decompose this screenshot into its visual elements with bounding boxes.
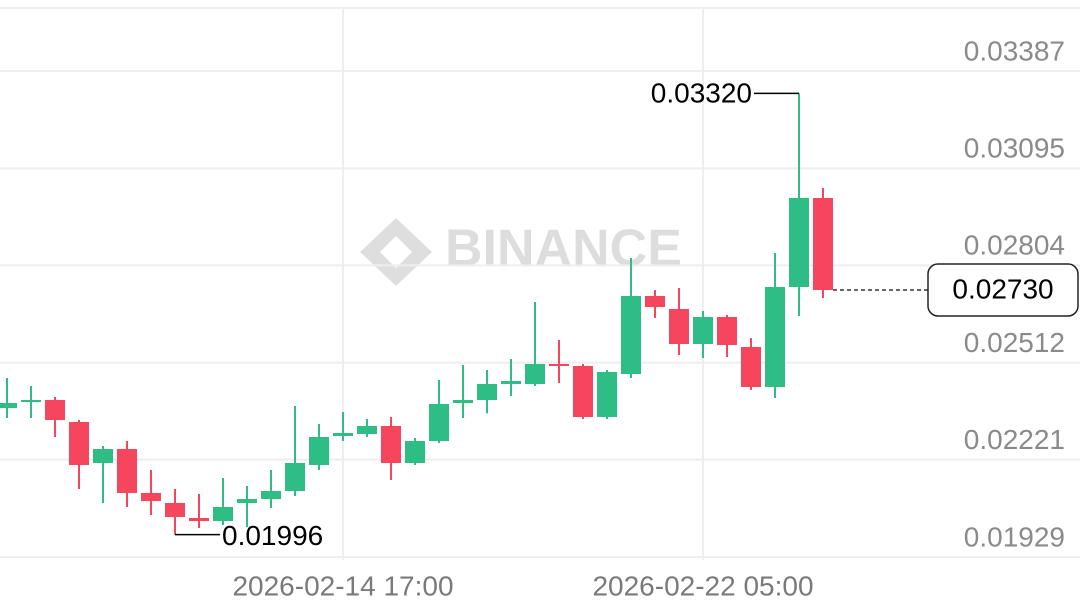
candle-body: [381, 426, 401, 463]
high-label: 0.03320: [651, 78, 752, 109]
candle-body: [405, 441, 425, 463]
candle-body: [285, 463, 305, 491]
candle-body: [501, 381, 521, 384]
candle-body: [69, 422, 89, 465]
candle-body: [597, 372, 617, 417]
candle-body: [453, 400, 473, 403]
candle-body: [573, 366, 593, 417]
candle-body: [93, 449, 113, 463]
low-label: 0.01996: [222, 520, 323, 551]
candle-body: [717, 317, 737, 345]
candle-body: [549, 364, 569, 366]
candle-body: [357, 426, 377, 434]
candle-body: [117, 449, 137, 493]
y-tick-label: 0.01929: [964, 521, 1065, 552]
candle-body: [261, 491, 281, 499]
candle-body: [477, 384, 497, 400]
last-price-label: 0.02730: [952, 273, 1053, 304]
candle-body: [237, 499, 257, 503]
x-tick-label: 2026-02-14 17:00: [232, 570, 453, 601]
y-tick-label: 0.02512: [964, 327, 1065, 358]
candle-body: [669, 309, 689, 344]
candle-body: [429, 404, 449, 441]
candle-body: [165, 503, 185, 517]
y-tick-label: 0.03095: [964, 133, 1065, 164]
candle-body: [741, 347, 761, 387]
candle-body: [309, 437, 329, 465]
candle-body: [141, 493, 161, 501]
candle-body: [189, 518, 209, 521]
x-tick-label: 2026-02-22 05:00: [592, 570, 813, 601]
y-tick-label: 0.03387: [964, 35, 1065, 66]
candle-body: [645, 296, 665, 307]
watermark-logo: [360, 218, 432, 286]
candle-body: [333, 433, 353, 436]
candle-body: [621, 296, 641, 374]
candle-body: [525, 364, 545, 384]
last-price-box: [927, 263, 1079, 317]
candle-body: [21, 400, 41, 402]
candle-body: [813, 198, 833, 290]
candle-body: [765, 287, 785, 387]
watermark: BINANCE: [445, 220, 682, 278]
candle-body: [45, 400, 65, 420]
candle-body: [213, 507, 233, 521]
candle-body: [0, 403, 17, 408]
candle-body: [789, 198, 809, 287]
candle-body: [693, 317, 713, 344]
y-tick-label: 0.02804: [964, 230, 1065, 261]
y-tick-label: 0.02221: [964, 424, 1065, 455]
